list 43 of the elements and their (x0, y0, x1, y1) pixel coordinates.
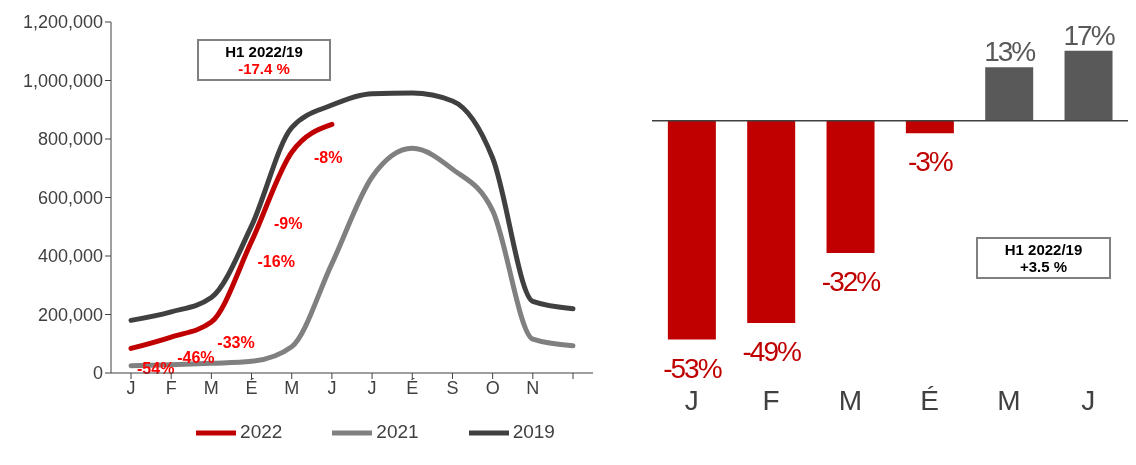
annotation: -33% (217, 334, 255, 352)
annotation: -9% (274, 215, 303, 233)
y-tick-label: 1,000,000 (22, 70, 103, 91)
x-tick-label: J (367, 377, 377, 398)
annotation: -16% (257, 253, 295, 271)
x-tick-label: F (165, 377, 177, 398)
y-tick-label: 600,000 (37, 187, 103, 208)
data-label: 13% (984, 36, 1036, 68)
x-tick-label: M (997, 384, 1021, 416)
x-tick-label: J (1081, 384, 1096, 416)
y-tick-label: 1,200,000 (22, 12, 103, 33)
y-tick-label: 200,000 (37, 304, 103, 325)
x-tick-label: É (245, 377, 258, 398)
legend-label: 2019 (512, 421, 555, 443)
x-tick-label: É (920, 384, 940, 416)
y-tick-label: 0 (92, 363, 103, 384)
x-tick-label: J (327, 377, 337, 398)
data-label: -53% (663, 352, 722, 384)
x-tick-label: M (284, 377, 300, 398)
data-label: 17% (1063, 19, 1115, 51)
x-tick-label: J (684, 384, 699, 416)
annotation: H1 2022/19 +3.5 % (1003, 241, 1084, 275)
x-tick-label: M (203, 377, 219, 398)
x-tick-label: S (446, 377, 459, 398)
legend-label: 2021 (376, 421, 419, 443)
data-label: -3% (907, 146, 953, 178)
annotation: -46% (177, 349, 215, 367)
note-box: H1 2022/19 +3.5 % (976, 237, 1111, 279)
legend-label: 2022 (240, 421, 283, 443)
x-tick-label: N (526, 377, 540, 398)
note-box: H1 2022/19 -17.4 % (197, 39, 331, 81)
data-label: -32% (821, 265, 881, 297)
y-tick-label: 800,000 (37, 129, 103, 150)
x-tick-label: J (126, 377, 136, 398)
x-tick-label: O (485, 377, 500, 398)
annotation: -54% (137, 360, 175, 378)
x-tick-label: M (838, 384, 862, 416)
annotation: -8% (314, 149, 343, 167)
y-tick-label: 400,000 (37, 246, 103, 267)
data-label: -49% (742, 336, 801, 368)
x-tick-label: É (406, 377, 419, 398)
annotation: H1 2022/19 -17.4 % (224, 43, 304, 77)
x-tick-label: F (762, 384, 780, 416)
